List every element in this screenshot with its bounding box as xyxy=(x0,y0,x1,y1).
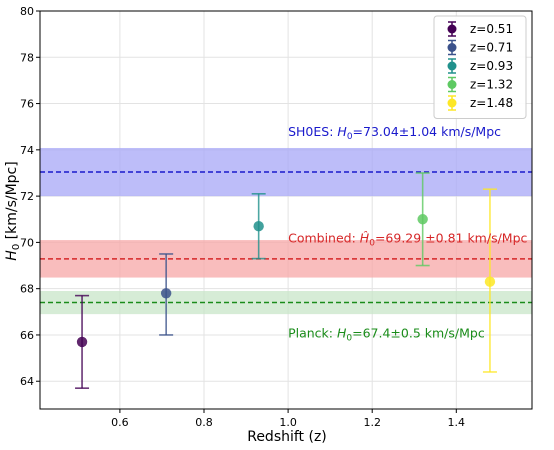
band-label-symbol: Ĥ xyxy=(360,230,370,245)
data-point xyxy=(417,214,428,225)
band-label-planck: Planck: H0=67.4±0.5 km/s/Mpc xyxy=(288,325,485,343)
x-tick-label: 1.4 xyxy=(448,416,466,429)
band-label-subscript: 0 xyxy=(347,132,353,142)
y-axis-label: H0 [km/s/Mpc] xyxy=(4,161,22,260)
band-label-combined: Combined: Ĥ0=69.29 ±0.81 km/s/Mpc xyxy=(288,230,527,248)
data-point xyxy=(76,336,88,348)
x-tick-label: 0.8 xyxy=(195,416,213,429)
y-tick-label: 76 xyxy=(20,98,34,111)
legend-entry: z=1.32 xyxy=(447,76,513,93)
y-tick-label: 70 xyxy=(20,236,34,249)
band-label-value: =73.04±1.04 km/s/Mpc xyxy=(353,124,502,139)
y-tick-label: 68 xyxy=(20,283,34,296)
data-point xyxy=(160,288,172,299)
data-point xyxy=(484,276,496,287)
legend-box xyxy=(433,15,527,119)
band-label-shoes: SH0ES: H0=73.04±1.04 km/s/Mpc xyxy=(288,124,501,142)
x-tick-label: 0.6 xyxy=(111,416,129,429)
legend-entry: z=0.71 xyxy=(447,39,513,56)
legend-label: z=1.32 xyxy=(470,78,513,92)
plot-area xyxy=(39,10,533,410)
legend-label: z=0.71 xyxy=(470,41,513,55)
band-label-prefix: SH0ES: xyxy=(288,124,337,139)
band-label-symbol: H xyxy=(337,124,347,139)
legend-marker xyxy=(447,24,457,34)
y-tick-label: 74 xyxy=(20,144,34,157)
legend-marker xyxy=(447,43,457,52)
legend-label: z=0.51 xyxy=(470,22,513,36)
legend-entry: z=1.48 xyxy=(447,95,513,111)
band-label-subscript: 0 xyxy=(346,333,352,343)
x-tick-label: 1.2 xyxy=(363,416,381,429)
legend-label: z=0.93 xyxy=(470,59,513,73)
series-z=1.32 xyxy=(415,172,430,267)
band-label-subscript: 0 xyxy=(369,238,375,248)
series-z=0.51 xyxy=(75,294,90,389)
legend-marker xyxy=(447,80,457,89)
y-tick-label: 80 xyxy=(20,5,34,18)
band-label-value: =67.4±0.5 km/s/Mpc xyxy=(352,325,485,340)
series-z=1.48 xyxy=(482,188,497,373)
legend-entry: z=0.93 xyxy=(447,58,513,74)
y-tick-label: 66 xyxy=(20,329,34,342)
data-points xyxy=(75,172,497,389)
x-tick-label: 1.0 xyxy=(279,416,297,429)
legend-label: z=1.48 xyxy=(470,96,513,110)
data-point xyxy=(253,220,264,232)
band-label-prefix: Planck: xyxy=(288,325,337,340)
y-tick-label: 78 xyxy=(20,51,34,64)
axis-ticks: 0.6 0.8 1.0 1.2 1.4 64 66 68 70 72 74 76 78 80 xyxy=(20,5,465,429)
series-z=0.93 xyxy=(251,193,266,260)
x-axis-label: Redshift (z) xyxy=(247,429,327,445)
legend-marker xyxy=(447,61,457,71)
legend-entry: z=0.51 xyxy=(447,21,513,37)
band-label-value: =69.29 ±0.81 km/s/Mpc xyxy=(375,230,528,245)
legend-marker xyxy=(447,98,457,108)
band-label-symbol: H xyxy=(337,325,347,340)
y-tick-label: 72 xyxy=(20,190,34,203)
series-z=0.71 xyxy=(159,253,174,336)
band-label-prefix: Combined: xyxy=(288,230,360,245)
y-tick-label: 64 xyxy=(20,375,34,388)
legend: z=0.51 z=0.71 z=0.93 z=1.32 z=1.48 xyxy=(433,15,527,119)
